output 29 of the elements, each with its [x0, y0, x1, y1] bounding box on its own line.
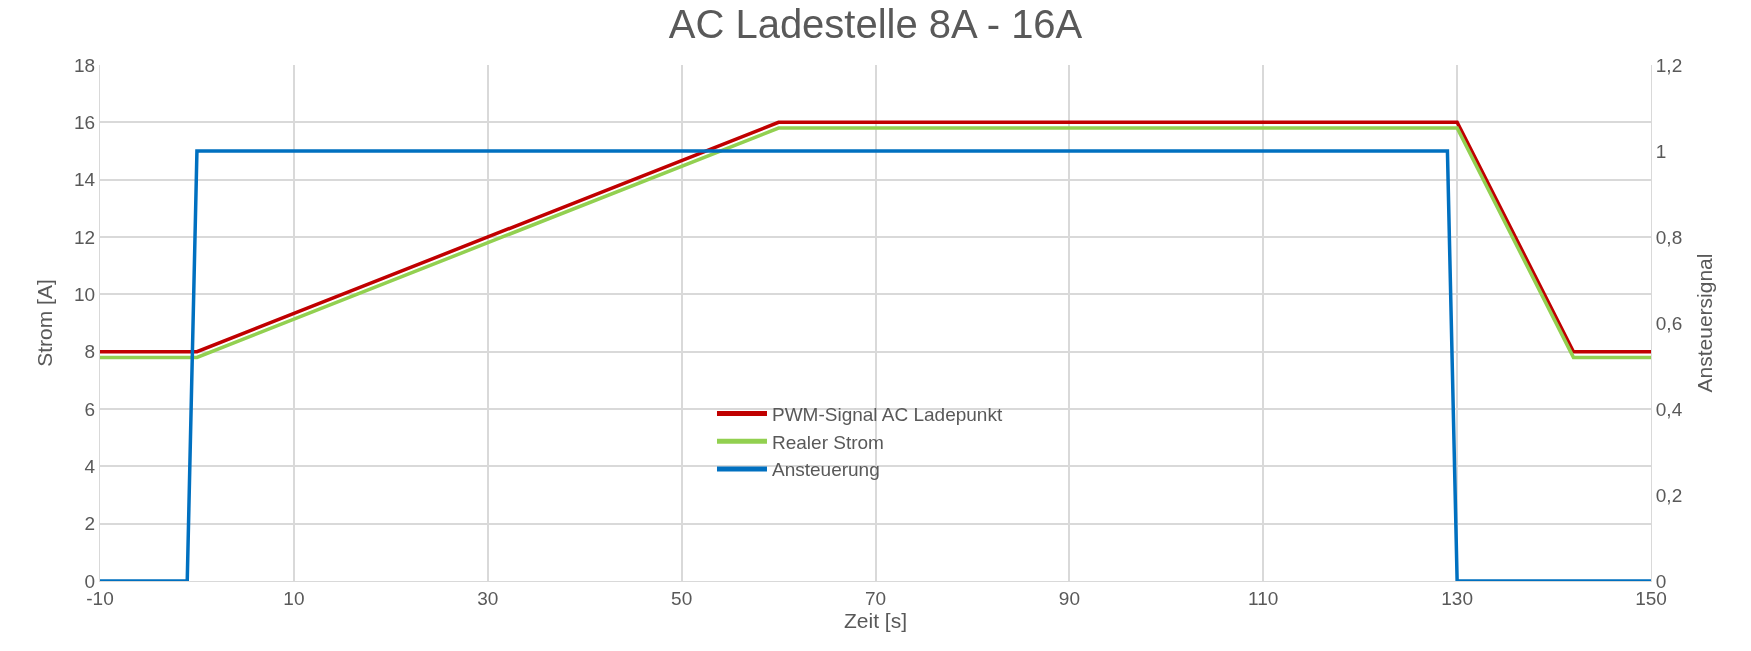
x-axis-title: Zeit [s] [843, 609, 908, 632]
y2-tick-label: 0,6 [1655, 312, 1683, 334]
legend-label: PWM-Signal AC Ladepunkt [771, 403, 1003, 425]
y2-axis-title: Ansteuersignal [1692, 253, 1716, 393]
y-tick-label: 14 [74, 169, 96, 191]
legend-label: Ansteuerung [771, 459, 880, 481]
y2-tick-label: 1 [1655, 140, 1667, 162]
y-tick-label: 10 [74, 283, 96, 305]
x-tick-label: 50 [671, 587, 693, 609]
y2-tick-label: 0,8 [1655, 226, 1683, 248]
y-tick-label: 4 [84, 455, 96, 477]
y-tick-label: 2 [84, 513, 96, 535]
x-tick-label: 90 [1058, 587, 1080, 609]
x-tick-label: 10 [283, 587, 305, 609]
x-tick-label: 130 [1441, 587, 1473, 609]
y2-tick-label: 0,4 [1655, 398, 1683, 420]
x-tick-label: 70 [864, 587, 887, 609]
x-tick-label: 30 [477, 587, 499, 609]
y-tick-label: 6 [84, 398, 96, 420]
x-tick-label: 110 [1248, 587, 1279, 609]
y-axis-title: Strom [A] [33, 279, 57, 367]
legend-label: Realer Strom [771, 431, 884, 453]
y-tick-label: 18 [74, 54, 96, 76]
y2-tick-label: 0,2 [1655, 484, 1683, 506]
y-tick-label: 8 [84, 341, 96, 363]
y-tick-label: 12 [74, 226, 96, 248]
chart-title: AC Ladestelle 8A - 16A [668, 1, 1083, 46]
y-tick-label: 16 [74, 111, 96, 133]
y2-tick-label: 1,2 [1655, 54, 1683, 76]
